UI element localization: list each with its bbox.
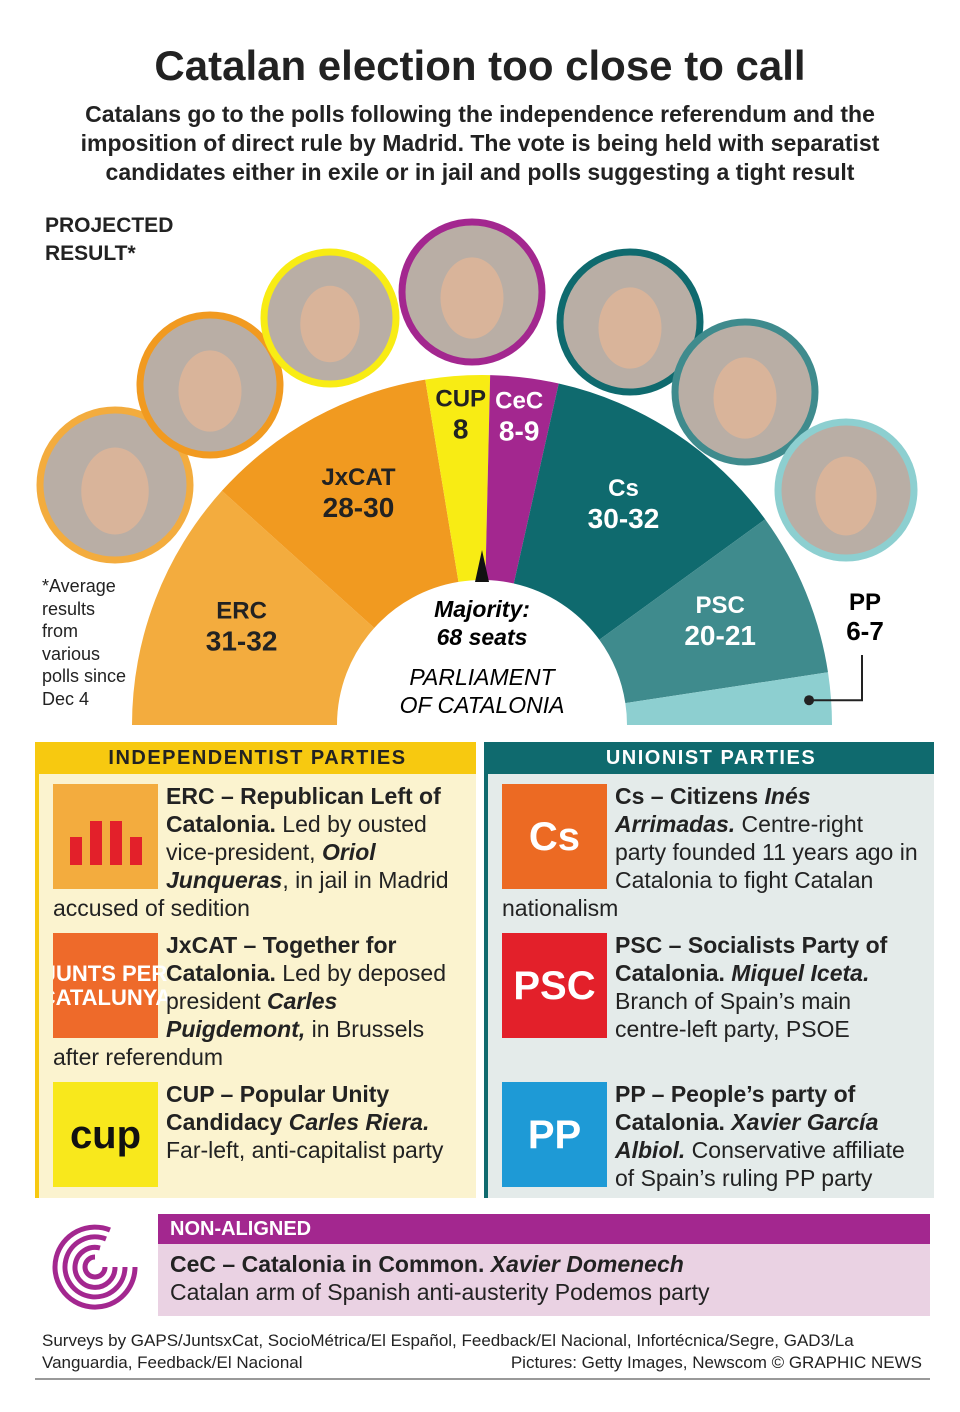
title: Catalan election too close to call [154,42,806,89]
footer: Surveys by GAPS/JuntsxCat, SocioMétrica/… [42,1330,922,1374]
party-name: CeC [495,387,543,414]
text-part: PP – People’s party of Catalonia. [615,1081,856,1135]
credits: Pictures: Getty Images, Newscom © GRAPHI… [510,1353,922,1372]
parliament-label: PARLIAMENT OF CATALONIA [400,664,565,718]
sources: Surveys by GAPS/JuntsxCat, SocioMétrica/… [42,1331,854,1372]
projected-label: PROJECTED RESULT* [45,214,174,265]
seat-segment [132,490,375,725]
rule [35,1378,930,1380]
text-part: Xavier García Albiol. [615,1109,879,1163]
text-part: Far-left, anti-capitalist party [166,1137,444,1163]
party-seats: 20-21 [684,620,756,651]
text-part: Branch of Spain’s main centre-left party… [615,988,852,1042]
seat-segment [425,375,491,582]
party-seats: 8-9 [499,415,539,446]
text-part: in Brussels after referendum [53,1016,425,1070]
face [815,456,877,536]
section-title: UNIONIST PARTIES [488,742,934,774]
party-seats: 31-32 [206,626,278,657]
party-entry: ERC – Republican Left of Catalonia. Led … [53,782,462,923]
party-entry: PP PP – People’s party of Catalonia. Xavi… [502,1080,920,1221]
text-part: Cs – Citizens [615,783,765,809]
leader [809,655,863,702]
party-name: JxCAT [321,464,396,491]
party-entry: JUNTS PER CATALUNYAJxCAT – Together for … [53,931,462,1072]
majority-seats: 68 seats [437,624,528,650]
face [81,447,149,535]
party-seats: 6-7 [846,616,884,646]
text-part: PSC – Socialists Party of Catalonia. [615,932,888,986]
non-aligned-title: NON-ALIGNED [158,1214,930,1244]
face [598,287,662,369]
text-part: ERC – Republican Left of Catalonia. [166,783,441,837]
party-logo [53,784,158,889]
seat-segment [485,375,559,584]
text-part: Miquel Iceta. [724,960,870,986]
party-entry: Cs Cs – Citizens Inés Arrimadas. Centre-r… [502,782,920,923]
seat-segment [221,379,459,628]
party-seats: 8 [453,414,469,445]
party-logo: JUNTS PER CATALUNYA [53,933,171,1038]
text-part: Catalan arm of Spanish anti-austerity Po… [170,1279,710,1305]
erc-bars [69,820,142,865]
unionist-panel: UNIONIST PARTIES Cs Cs – Citizens Inés Arr… [484,742,934,1198]
note: *Average results from various polls sinc… [42,576,127,709]
party-entry: PSC PSC – Socialists Party of Catalonia. … [502,931,920,1072]
text-part: CUP – Popular Unity Candidacy [166,1081,390,1135]
text-part: JxCAT – Together for Catalonia. [166,932,397,986]
text-part: CeC – Catalonia in Common. [170,1251,485,1277]
text-part: Led by ousted vice-president, [166,811,427,865]
cec-logo [52,1224,138,1310]
text-part: , in jail in Madrid accused of sedition [53,867,449,921]
party-name: PP [849,589,881,616]
non-aligned-text: CeC – Catalonia in Common. Xavier Domene… [158,1244,930,1312]
majority-arrow [475,550,489,582]
party-seats: 30-32 [588,503,660,534]
party-name: CUP [435,386,486,413]
non-aligned-panel: NON-ALIGNED CeC – Catalonia in Common. Xa… [158,1214,930,1316]
text-part: Led by deposed president [166,960,447,1014]
seat-segment [599,519,829,704]
text-part: Oriol Junqueras [166,839,376,893]
majority-label: Majority: [434,596,530,622]
subtitle: Catalans go to the polls following the i… [80,101,880,185]
text-part: Inés Arrimadas. [615,783,811,837]
party-logo: Cs [502,784,607,889]
face [300,285,360,363]
independentist-panel: INDEPENDENTIST PARTIES ERC – Republican L… [35,742,476,1198]
leader-dot [804,695,815,706]
party-name: Cs [608,475,639,502]
party-entry: cup CUP – Popular Unity Candidacy Carles … [53,1080,462,1221]
party-logo: cup [53,1082,158,1187]
party-name: ERC [216,598,267,625]
face [178,350,242,432]
party-logo: PSC [502,933,607,1038]
seat-segment [625,672,832,725]
text-part: Carles Puigdemont, [166,988,338,1042]
face [713,357,777,439]
party-seats: 28-30 [323,492,395,523]
section-title: INDEPENDENTIST PARTIES [39,742,476,774]
text-part: Conservative affiliate of Spain’s ruling… [615,1137,905,1191]
face [440,257,504,339]
text-part: Centre-right party founded 11 years ago … [502,811,918,921]
text-part: Carles Riera. [288,1109,430,1135]
text-part: Xavier Domenech [484,1251,684,1277]
party-logo: PP [502,1082,607,1187]
party-name: PSC [696,592,745,619]
seat-segment [513,383,766,640]
